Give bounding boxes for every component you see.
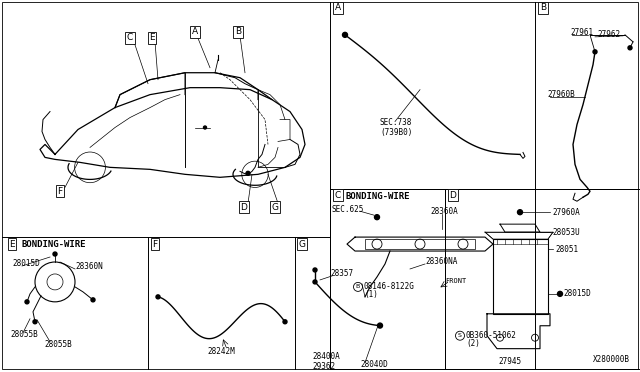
Text: B: B [235,28,241,36]
Text: 28360N: 28360N [75,263,103,272]
Text: B: B [356,285,360,289]
Circle shape [518,210,522,215]
Text: (1): (1) [364,291,378,299]
Text: C: C [127,33,133,42]
Text: B: B [540,3,546,13]
Circle shape [25,300,29,304]
Text: G: G [271,203,278,212]
Text: SEC.738
(739B0): SEC.738 (739B0) [380,118,412,137]
Text: 28360NA: 28360NA [425,257,458,266]
Text: G: G [298,240,305,248]
Text: E: E [149,33,155,42]
Text: 0B360-51062: 0B360-51062 [466,331,517,340]
Text: 28400A: 28400A [312,352,340,361]
Text: E: E [9,240,15,248]
Text: SEC.625: SEC.625 [332,205,364,214]
Text: FRONT: FRONT [445,278,467,284]
Text: 28040D: 28040D [360,360,388,369]
Text: C: C [335,191,341,200]
Text: X280000B: X280000B [593,355,630,363]
Circle shape [91,298,95,302]
Text: BONDING-WIRE: BONDING-WIRE [21,240,86,248]
Circle shape [246,171,250,175]
Text: D: D [449,191,456,200]
Circle shape [593,50,597,54]
Text: 27962: 27962 [597,31,620,39]
Text: 28015D: 28015D [12,260,40,269]
Text: 27960A: 27960A [552,208,580,217]
Circle shape [53,252,57,256]
Text: F: F [152,240,157,248]
Text: 27961: 27961 [570,28,593,37]
Circle shape [204,126,207,129]
Text: 28051: 28051 [555,244,578,254]
Text: 28055B: 28055B [44,340,72,349]
Circle shape [628,46,632,50]
Text: 28357: 28357 [330,269,353,279]
Circle shape [374,215,380,219]
Text: 28242M: 28242M [207,347,235,356]
Text: A: A [335,3,341,13]
Text: 28015D: 28015D [563,289,591,298]
Circle shape [557,291,563,296]
Text: S: S [458,333,462,338]
Text: 27960B: 27960B [547,90,575,99]
Text: 28360A: 28360A [430,207,458,216]
Bar [330,189,445,369]
Circle shape [33,320,37,324]
Text: 28053U: 28053U [552,228,580,237]
Text: A: A [192,28,198,36]
Text: F: F [58,187,63,196]
Circle shape [156,295,160,299]
Text: 27945: 27945 [499,357,522,366]
Circle shape [378,323,383,328]
Bar [365,239,475,249]
Circle shape [283,320,287,324]
Text: 29362: 29362 [312,362,335,371]
Text: BONDING-WIRE: BONDING-WIRE [346,192,410,201]
Circle shape [313,268,317,272]
Bar [445,189,640,369]
Text: 08146-8122G: 08146-8122G [364,282,415,291]
Text: D: D [241,203,248,212]
Text: 28055B: 28055B [10,330,38,339]
Text: (2): (2) [466,339,480,348]
Circle shape [342,32,348,37]
Circle shape [313,280,317,284]
Bar [493,239,548,314]
